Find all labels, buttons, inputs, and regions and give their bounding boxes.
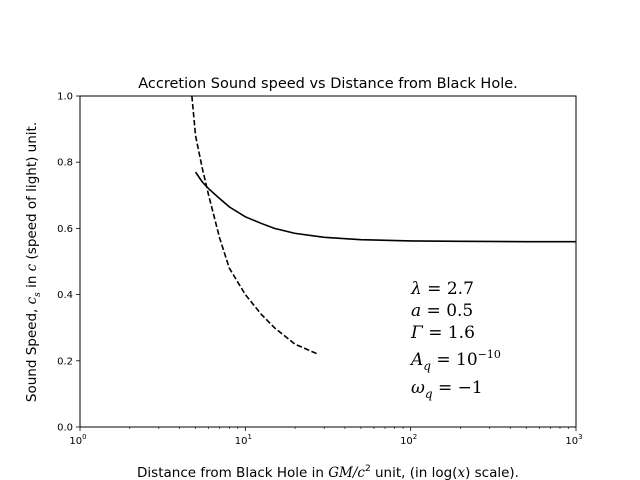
plot-background [80,96,576,427]
y-tick-label: 0.2 [57,356,73,367]
series-layer [191,96,576,355]
annotation-0: λ = 2.7 [410,279,474,299]
annotation-3: Aq = 10−10 [409,348,501,373]
x-tick-label: 102 [400,433,417,447]
chart-title: Accretion Sound speed vs Distance from B… [138,76,518,92]
y-axis-label: Sound Speed, cs in c (speed of light) un… [24,122,43,402]
annotation-4: ωq = −1 [411,378,483,401]
x-axis-label: Distance from Black Hole in GM/c2 unit, … [137,464,519,480]
y-tick-label: 1.0 [57,92,73,103]
y-tick-label: 0.6 [57,224,73,235]
series-line-dashed [191,96,319,355]
annotation-1: a = 0.5 [411,301,473,321]
axes-frame [79,95,577,428]
y-ticks: 0.0 0.2 0.4 0.6 0.8 1.0 [57,92,80,434]
y-tick-label: 0.0 [57,423,73,434]
x-tick-label: 101 [235,433,252,447]
series-line-solid [194,171,576,243]
y-tick-label: 0.4 [57,290,73,301]
annotation-2: Γ = 1.6 [410,323,475,343]
x-tick-label: 103 [565,433,582,447]
x-ticks: 100 101 102 103 [69,427,583,447]
y-tick-label: 0.8 [57,158,73,169]
x-tick-label: 100 [69,433,86,447]
parameter-annotations: λ = 2.7a = 0.5Γ = 1.6 Aq = 10−10 ωq = −1 [409,279,501,401]
